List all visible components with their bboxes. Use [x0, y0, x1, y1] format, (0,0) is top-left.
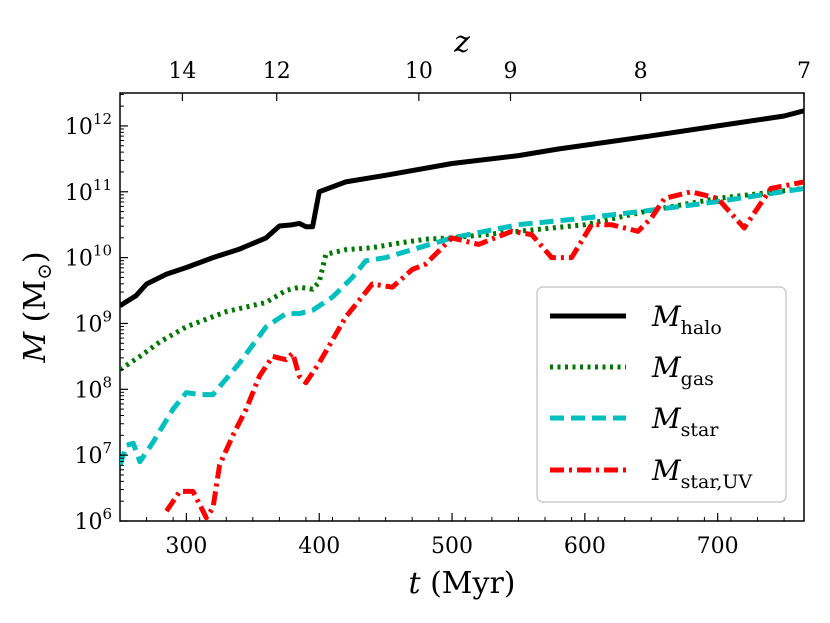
top-tick-label: 9 [503, 59, 517, 84]
x-tick-label: 600 [564, 534, 606, 559]
legend-label-m-gas: Mgas [651, 351, 714, 390]
svg-text:t (Myr): t (Myr) [408, 566, 515, 601]
top-tick-label: 7 [797, 59, 811, 84]
x-tick-label: 700 [697, 534, 739, 559]
y-tick-label: 1012 [65, 110, 112, 140]
series-line-m-gas [120, 186, 804, 372]
legend-label-m-star-uv: Mstar,UV [651, 454, 752, 493]
series-layer [120, 108, 804, 521]
legend-label-m-halo: Mhalo [651, 300, 722, 339]
legend-label-m-star: Mstar [651, 402, 719, 441]
svg-text:z: z [453, 25, 470, 60]
x-axis-var: t [408, 566, 421, 601]
x-tick-label: 400 [298, 534, 340, 559]
series-line-m-star [120, 186, 804, 466]
top-tick-label: 12 [263, 59, 291, 84]
plot-frame [119, 92, 805, 522]
y-tick-label: 106 [74, 505, 112, 535]
series-line-m-halo [120, 108, 804, 308]
ticks-layer: 300 400 500 600 7001061071081091010101110121… [65, 59, 811, 559]
top-tick-label: 14 [168, 59, 196, 84]
x-tick-label: 500 [431, 534, 473, 559]
y-tick-label: 109 [74, 307, 112, 337]
y-axis-title: M (M⊙) [18, 251, 56, 363]
x-axis-title: t (Myr) [408, 566, 515, 601]
y-tick-label: 108 [74, 373, 112, 403]
top-axis-title: z [453, 25, 470, 60]
svg-text:M (M⊙): M (M⊙) [18, 251, 56, 363]
y-tick-label: 1011 [65, 176, 112, 206]
top-tick-label: 10 [405, 59, 433, 84]
legend: Mhalo Mgas Mstar Mstar,UV [536, 286, 787, 503]
top-tick-label: 8 [634, 59, 648, 84]
y-tick-label: 107 [74, 439, 112, 469]
y-tick-label: 1010 [65, 242, 112, 272]
legend-box [536, 286, 787, 503]
series-line-m-star-uv [164, 179, 804, 521]
x-tick-label: 300 [165, 534, 207, 559]
